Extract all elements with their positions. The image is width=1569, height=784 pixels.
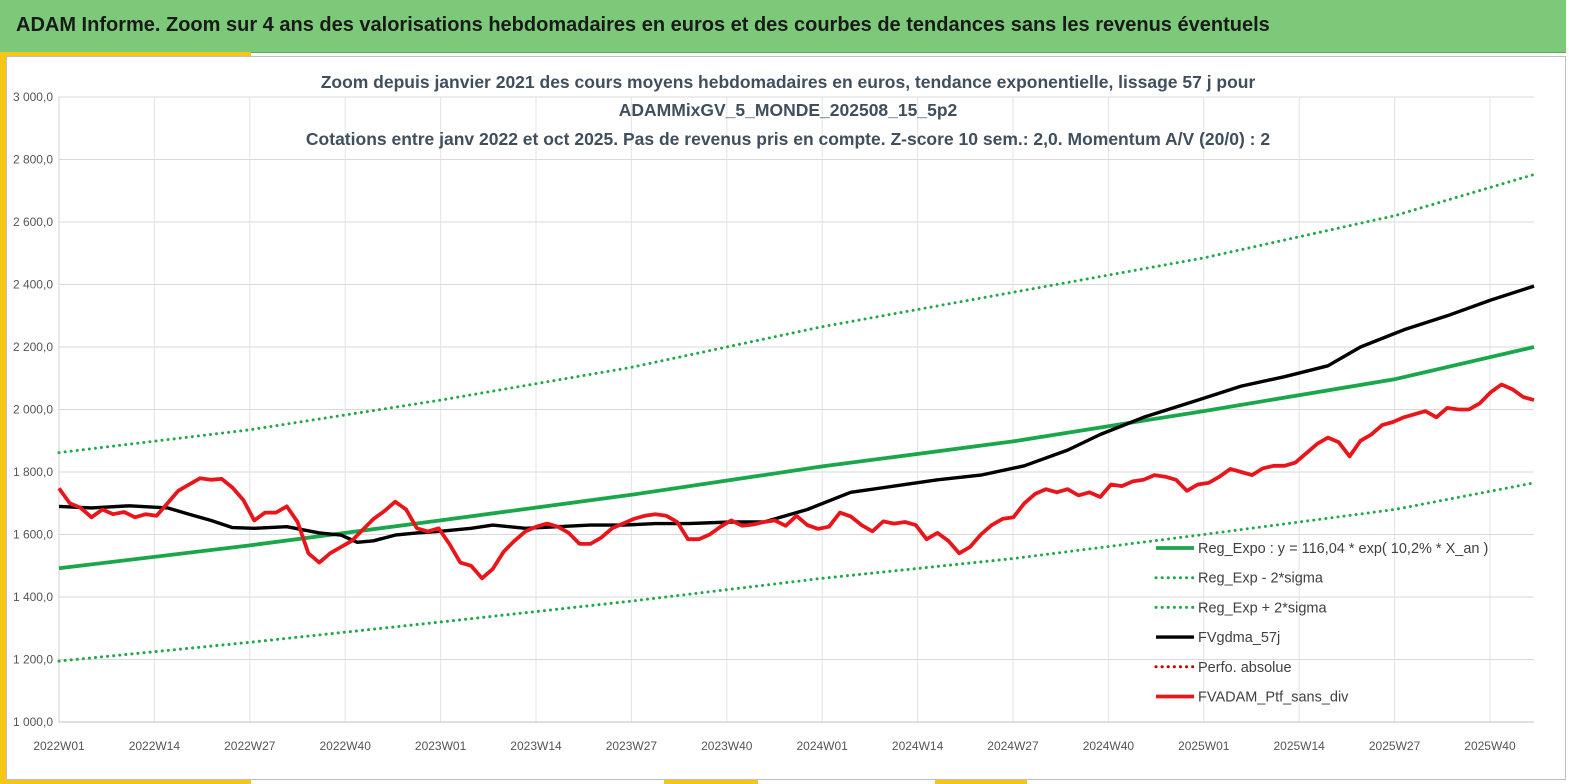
accent-bar-bottom-2 (664, 780, 758, 784)
y-tick-label: 3 000,0 (13, 90, 53, 104)
legend-label-2: Reg_Exp + 2*sigma (1198, 600, 1327, 616)
x-tick-label: 2022W01 (33, 739, 85, 753)
y-tick-label: 1 200,0 (13, 653, 53, 667)
x-tick-label: 2024W27 (987, 739, 1039, 753)
y-tick-label: 2 200,0 (13, 340, 53, 354)
x-tick-label: 2025W27 (1369, 739, 1421, 753)
x-tick-label: 2022W14 (129, 739, 181, 753)
accent-bar-bottom-1 (6, 780, 251, 784)
x-tick-label: 2023W01 (415, 739, 467, 753)
y-tick-label: 2 400,0 (13, 278, 53, 292)
chart-grid (58, 96, 1534, 723)
legend-label-1: Reg_Exp - 2*sigma (1198, 571, 1324, 587)
x-axis-ticks: 2022W01 2022W14 2022W27 2022W40 2023W01 2023W… (33, 739, 1516, 753)
accent-bar-bottom-3 (935, 780, 1027, 784)
x-tick-label: 2024W14 (892, 739, 944, 753)
x-tick-label: 2024W01 (796, 739, 848, 753)
series-layer (57, 173, 1536, 663)
series-line-0 (58, 345, 1535, 571)
legend-label-4: Perfo. absolue (1198, 660, 1292, 676)
x-tick-label: 2023W40 (701, 739, 753, 753)
report-banner: ADAM Informe. Zoom sur 4 ans des valoris… (0, 0, 1566, 53)
x-tick-label: 2023W27 (606, 739, 658, 753)
x-tick-label: 2025W01 (1178, 739, 1230, 753)
x-tick-label: 2023W14 (510, 739, 562, 753)
y-tick-label: 2 800,0 (13, 153, 53, 167)
y-tick-label: 1 600,0 (13, 528, 53, 542)
chart-title-line-3: Cotations entre janv 2022 et oct 2025. P… (306, 129, 1270, 149)
accent-bar-left (0, 52, 6, 784)
series-line-3 (58, 284, 1535, 544)
chart-title-line-1: Zoom depuis janvier 2021 des cours moyen… (321, 72, 1256, 92)
report-title: ADAM Informe. Zoom sur 4 ans des valoris… (16, 14, 1270, 36)
x-tick-label: 2022W27 (224, 739, 276, 753)
series-line-5 (57, 382, 1535, 581)
legend-label-5: FVADAM_Ptf_sans_div (1198, 690, 1349, 706)
x-tick-label: 2025W40 (1464, 739, 1516, 753)
y-tick-label: 1 000,0 (13, 715, 53, 729)
legend-label-0: Reg_Expo : y = 116,04 * exp( 10,2% * X_a… (1198, 541, 1488, 557)
y-tick-label: 2 000,0 (13, 403, 53, 417)
x-tick-label: 2024W40 (1083, 739, 1135, 753)
accent-bar-top (6, 52, 251, 56)
chart-legend: Reg_Expo : y = 116,04 * exp( 10,2% * X_a… (1154, 541, 1488, 706)
legend-label-3: FVgdma_57j (1198, 630, 1280, 646)
y-axis-ticks: 1 000,0 1 200,0 1 400,0 1 600,0 1 800,0 2 000… (13, 90, 53, 729)
y-tick-label: 1 800,0 (13, 465, 53, 479)
y-tick-label: 1 400,0 (13, 590, 53, 604)
series-line-1 (57, 481, 1536, 663)
series-line-2 (57, 173, 1536, 455)
x-tick-label: 2022W40 (320, 739, 372, 753)
chart-title-line-2: ADAMMixGV_5_MONDE_202508_15_5p2 (619, 100, 958, 120)
x-tick-label: 2025W14 (1273, 739, 1325, 753)
y-tick-label: 2 600,0 (13, 215, 53, 229)
